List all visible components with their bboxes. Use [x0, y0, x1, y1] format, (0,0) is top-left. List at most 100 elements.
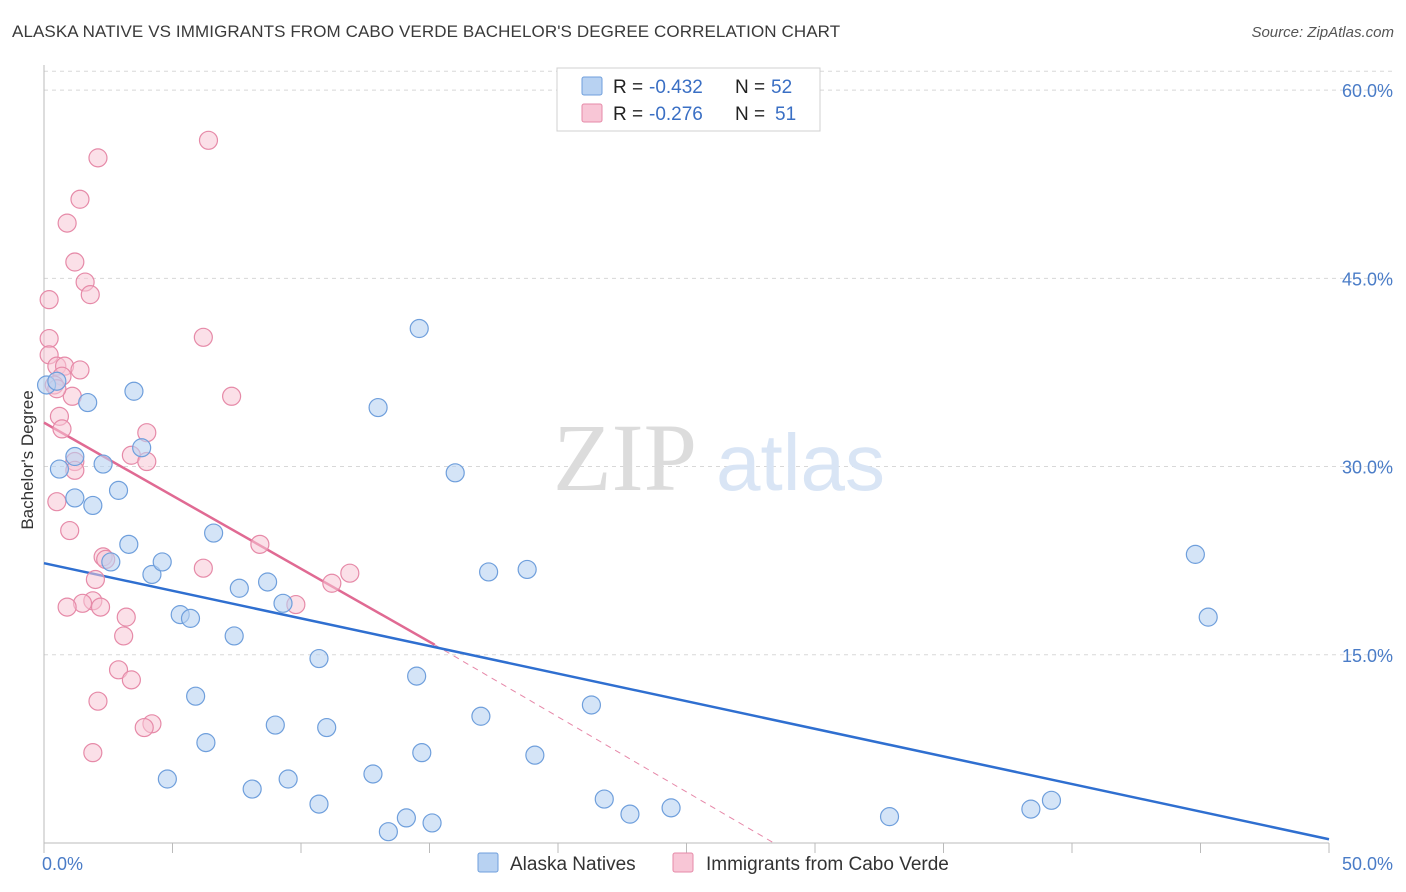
point-alaska-native	[309, 648, 329, 669]
point-alaska-native	[409, 318, 429, 339]
point-cabo-verde	[121, 670, 141, 690]
point-alaska-native	[581, 695, 602, 715]
point-cabo-verde	[70, 189, 90, 209]
point-cabo-verde	[57, 213, 77, 233]
bottom-legend-swatch-pink	[672, 852, 694, 873]
point-alaska-native	[224, 626, 244, 646]
point-alaska-native	[142, 564, 162, 585]
point-cabo-verde	[134, 717, 154, 738]
point-alaska-native	[83, 495, 103, 516]
point-cabo-verde	[39, 290, 59, 310]
legend-n-value: 52	[771, 77, 792, 98]
point-alaska-native	[378, 822, 398, 842]
point-alaska-native	[65, 446, 85, 467]
point-cabo-verde	[322, 573, 342, 593]
point-alaska-native	[309, 794, 329, 814]
point-cabo-verde	[250, 534, 270, 554]
point-alaska-native	[93, 454, 113, 474]
point-alaska-native	[186, 686, 206, 706]
point-alaska-native	[242, 779, 262, 799]
y-tick-labels: 15.0% 30.0% 45.0% 60.0%	[1342, 81, 1393, 666]
x-tick-label: 50.0%	[1342, 854, 1393, 874]
point-alaska-native	[1021, 799, 1041, 819]
point-alaska-native	[879, 807, 900, 827]
y-tick-label: 30.0%	[1342, 458, 1393, 478]
x-tick-labels: 0.0% 50.0%	[42, 854, 1393, 874]
point-alaska-native	[445, 463, 465, 483]
point-alaska-native	[273, 593, 293, 613]
bottom-legend: Alaska Natives Immigrants from Cabo Verd…	[477, 852, 949, 875]
point-alaska-native	[517, 559, 537, 580]
point-alaska-native	[1198, 607, 1218, 627]
point-alaska-native	[229, 578, 249, 598]
point-cabo-verde	[193, 558, 213, 578]
y-axis-title: Bachelor's Degree	[18, 390, 37, 529]
y-tick-label: 60.0%	[1342, 81, 1393, 101]
y-tick-label: 15.0%	[1342, 646, 1393, 666]
point-alaska-native	[119, 534, 139, 554]
point-alaska-native	[479, 562, 499, 582]
point-alaska-native	[620, 804, 640, 824]
point-alaska-native	[407, 666, 427, 686]
point-cabo-verde	[114, 626, 134, 646]
watermark-zip: ZIP	[553, 404, 697, 511]
data-points	[36, 130, 1218, 842]
point-cabo-verde	[47, 492, 67, 512]
point-cabo-verde	[90, 597, 111, 617]
point-cabo-verde	[116, 607, 136, 627]
point-alaska-native	[65, 488, 85, 508]
bottom-legend-swatch-blue	[477, 852, 499, 873]
point-alaska-native	[317, 717, 337, 738]
point-alaska-native	[180, 608, 201, 628]
point-cabo-verde	[57, 597, 77, 617]
legend-r-label: R =	[613, 104, 643, 125]
point-alaska-native	[396, 808, 416, 828]
point-alaska-native	[124, 381, 144, 401]
legend-n-value: 51	[775, 104, 796, 125]
point-cabo-verde	[88, 148, 108, 168]
legend-r-value: -0.276	[649, 104, 703, 125]
point-alaska-native	[108, 480, 129, 500]
point-alaska-native	[525, 745, 545, 765]
trend-line-blue	[43, 561, 1330, 841]
point-cabo-verde	[88, 691, 108, 711]
point-cabo-verde	[52, 419, 72, 439]
point-alaska-native	[422, 813, 442, 833]
point-cabo-verde	[198, 130, 219, 150]
point-alaska-native	[278, 769, 298, 789]
y-tick-label: 45.0%	[1342, 269, 1393, 289]
point-alaska-native	[661, 798, 681, 818]
grid-lines	[44, 70, 1392, 656]
point-alaska-native	[257, 572, 278, 592]
bottom-legend-label: Immigrants from Cabo Verde	[706, 854, 949, 875]
point-alaska-native	[1185, 544, 1205, 564]
point-cabo-verde	[80, 285, 100, 305]
point-alaska-native	[265, 715, 285, 735]
legend-swatch-blue	[581, 76, 603, 96]
point-cabo-verde	[222, 386, 242, 406]
trend-line-pink-extension	[434, 644, 775, 844]
point-alaska-native	[363, 764, 383, 784]
legend-swatch-pink	[581, 103, 603, 123]
point-cabo-verde	[85, 569, 106, 590]
legend-r-label: R =	[613, 77, 643, 98]
legend-n-label: N =	[735, 77, 765, 98]
watermark-atlas: atlas	[716, 418, 885, 507]
axes	[43, 65, 1330, 853]
bottom-legend-label: Alaska Natives	[510, 854, 636, 875]
point-cabo-verde	[65, 252, 85, 272]
point-alaska-native	[47, 371, 67, 391]
legend-n-label: N =	[735, 104, 765, 125]
point-cabo-verde	[193, 327, 213, 347]
point-alaska-native	[1041, 790, 1062, 810]
point-alaska-native	[594, 789, 614, 809]
legend-r-value: -0.432	[649, 77, 703, 98]
point-cabo-verde	[340, 563, 360, 583]
point-alaska-native	[196, 733, 216, 753]
point-alaska-native	[471, 706, 491, 726]
watermark: ZIP atlas	[553, 404, 885, 511]
point-alaska-native	[78, 392, 98, 413]
legend-box: R = -0.432 N = 52 R = -0.276 N = 51	[556, 67, 821, 132]
point-cabo-verde	[108, 660, 129, 680]
